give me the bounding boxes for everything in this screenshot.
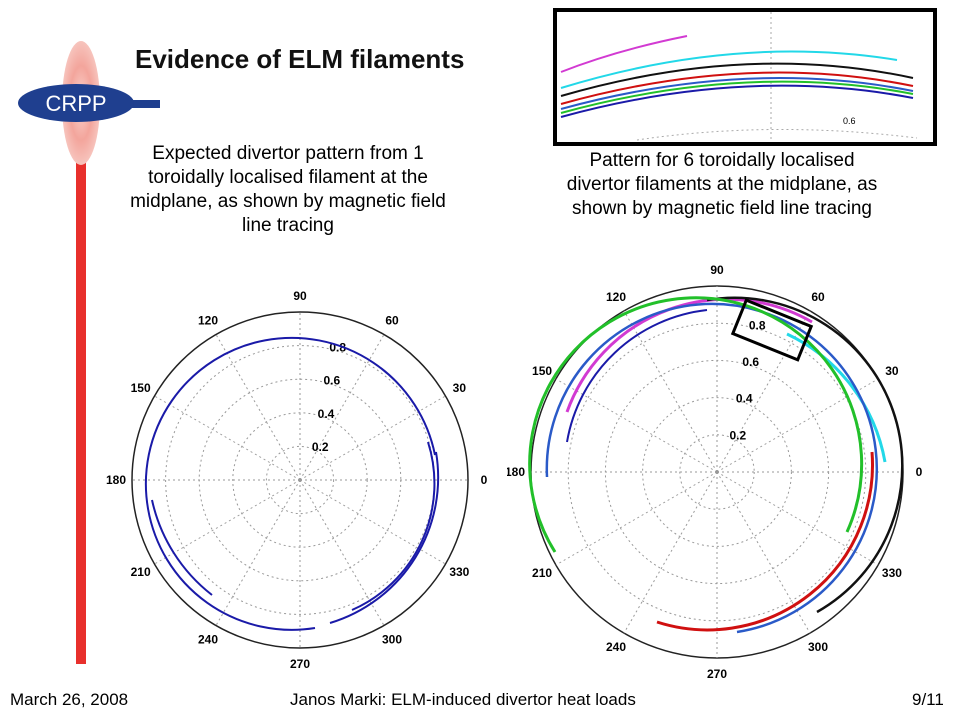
- right-plot-description: Pattern for 6 toroidally localised diver…: [566, 150, 878, 219]
- polar-spoke: [716, 378, 879, 473]
- polar-spoke: [623, 310, 718, 473]
- angle-label: 150: [532, 364, 552, 378]
- angle-label: 120: [606, 290, 626, 304]
- angle-label: 30: [453, 381, 467, 395]
- angle-label: 270: [290, 657, 310, 670]
- inset-filament-cyan: [560, 50, 898, 89]
- filament-trace-lower-right: [329, 451, 440, 624]
- zoom-region-marker: [730, 298, 814, 362]
- polar-spoke: [299, 334, 385, 481]
- logo-vertical-bar: [76, 60, 86, 664]
- angle-label: 90: [710, 263, 724, 277]
- inset-filament-black: [560, 62, 914, 97]
- polar-spoke: [716, 471, 879, 566]
- inset-filament-magenta: [560, 35, 688, 73]
- filament-traces: [144, 336, 440, 631]
- zoom-inset: 0.6: [553, 8, 937, 146]
- polar-ring: [232, 412, 368, 548]
- polar-ring: [679, 434, 755, 510]
- polar-spoke: [215, 479, 301, 626]
- angle-label: 90: [293, 290, 307, 303]
- inset-gridline-arc: [636, 128, 918, 141]
- polar-ring: [265, 445, 335, 515]
- angle-label: 0: [916, 465, 923, 479]
- filament-trace-inner: [351, 441, 436, 611]
- filament-trace-blue: [545, 302, 879, 634]
- polar-ring: [567, 322, 867, 622]
- polar-spoke: [154, 479, 301, 565]
- filament-trace-green: [528, 296, 864, 553]
- left-plot-description: Expected divertor pattern from 1 toroida…: [130, 143, 446, 236]
- angle-label: 210: [131, 565, 151, 579]
- polar-spoke: [215, 334, 301, 481]
- polar-spoke: [299, 395, 446, 481]
- footer-author: Janos Marki: ELM-induced divertor heat l…: [290, 690, 636, 709]
- angle-label: 330: [882, 566, 902, 580]
- radius-label: 0.6: [324, 374, 341, 388]
- inset-filament-blue: [560, 77, 914, 110]
- radius-label: 0.2: [729, 428, 746, 442]
- polar-spoke: [555, 378, 718, 473]
- angle-label: 180: [106, 473, 126, 487]
- angle-label: 210: [532, 566, 552, 580]
- footer-date: March 26, 2008: [10, 690, 129, 709]
- angle-label: 300: [382, 632, 402, 646]
- angle-label: 330: [449, 565, 469, 579]
- inset-filament-red: [560, 71, 914, 105]
- filament-trace-main: [144, 336, 436, 631]
- inset-filament-navy: [560, 84, 914, 118]
- inset-filament-green: [560, 80, 914, 114]
- angle-label: 300: [808, 640, 828, 654]
- filament-trace-lower-left: [151, 499, 213, 596]
- angle-label: 240: [198, 632, 218, 646]
- angle-label: 60: [385, 314, 399, 328]
- polar-plot-single-filament: 0 30 60 90 120 150 180 210 240 270 300 330 0.2 0.4 0.6…: [106, 290, 488, 670]
- angle-label: 0: [481, 473, 488, 487]
- filament-trace-navy: [566, 309, 708, 443]
- polar-outer-ring: [131, 311, 469, 649]
- slide-title: Evidence of ELM filaments: [135, 44, 465, 74]
- angle-label: 270: [707, 667, 727, 680]
- crpp-logo: CRPP: [18, 41, 160, 664]
- radius-label: 0.4: [318, 407, 335, 421]
- radius-label: 0.8: [749, 318, 766, 332]
- angle-label: 60: [811, 290, 825, 304]
- filament-trace-black: [706, 296, 904, 614]
- angle-label: 120: [198, 314, 218, 328]
- polar-spoke: [716, 471, 811, 634]
- polar-grid: 0 30 60 90 120 150 180 210 240 270 300 330 0.2 0.4 0.6…: [507, 263, 923, 680]
- polar-spoke: [623, 471, 718, 634]
- polar-spoke: [299, 479, 446, 565]
- polar-spoke: [716, 310, 811, 473]
- logo-text: CRPP: [45, 91, 106, 116]
- polar-grid: 0 30 60 90 120 150 180 210 240 270 300 330 0.2 0.4 0.6…: [106, 290, 488, 670]
- footer-page-number: 9/11: [912, 690, 944, 709]
- inset-radius-label: 0.6: [843, 116, 856, 126]
- filament-traces: [528, 296, 904, 634]
- angle-label: 30: [885, 364, 899, 378]
- polar-spoke: [154, 395, 301, 481]
- angle-label: 180: [507, 465, 525, 479]
- radius-label: 0.2: [312, 440, 329, 454]
- angle-label: 150: [131, 381, 151, 395]
- filament-trace-red: [656, 451, 874, 632]
- radius-label: 0.6: [742, 355, 759, 369]
- polar-plot-six-filaments: 0 30 60 90 120 150 180 210 240 270 300 330 0.2 0.4 0.6…: [507, 263, 923, 680]
- logo-ellipse: [18, 84, 134, 122]
- angle-label: 240: [606, 640, 626, 654]
- polar-spoke: [555, 471, 718, 566]
- polar-ring: [642, 397, 792, 547]
- radius-label: 0.4: [736, 392, 753, 406]
